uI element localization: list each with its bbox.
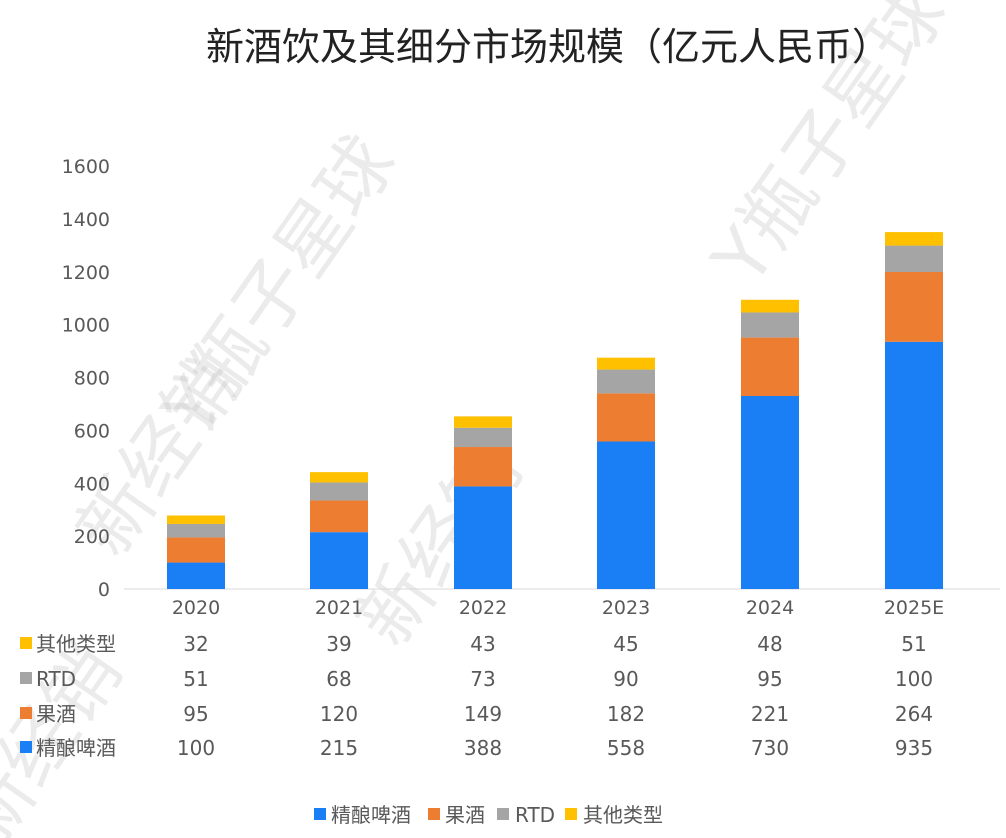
bar-segment bbox=[597, 393, 655, 442]
chart-title: 新酒饮及其细分市场规模（亿元人民币） bbox=[206, 25, 890, 69]
bar-segment bbox=[741, 299, 799, 313]
y-tick-label: 1400 bbox=[62, 209, 110, 231]
bar-segment bbox=[597, 441, 655, 589]
y-tick-label: 200 bbox=[74, 526, 110, 548]
bar-segment bbox=[454, 427, 512, 448]
y-tick-label: 1200 bbox=[62, 262, 110, 284]
table-row-color-key bbox=[20, 672, 32, 684]
table-cell: 51 bbox=[183, 667, 208, 691]
y-tick-label: 800 bbox=[74, 368, 110, 390]
table-cell: 558 bbox=[607, 736, 645, 760]
table-cell: 73 bbox=[470, 667, 495, 691]
legend-label: RTD bbox=[515, 803, 555, 827]
legend-label: 果酒 bbox=[445, 803, 485, 827]
table-row-label: 精酿啤酒 bbox=[36, 736, 116, 760]
legend-swatch bbox=[565, 808, 577, 820]
bar-segment bbox=[885, 272, 943, 342]
table-cell: 32 bbox=[183, 632, 208, 656]
y-tick-label: 1000 bbox=[62, 315, 110, 337]
table-row-color-key bbox=[20, 637, 32, 649]
y-tick-label: 1600 bbox=[62, 156, 110, 178]
table-cell: 68 bbox=[326, 667, 351, 691]
table-cell: 90 bbox=[613, 667, 638, 691]
x-tick-label: 2021 bbox=[315, 597, 363, 619]
x-tick-label: 2024 bbox=[746, 597, 794, 619]
table-cell: 39 bbox=[326, 632, 351, 656]
table-cell: 100 bbox=[895, 667, 933, 691]
table-cell: 215 bbox=[320, 736, 358, 760]
bar-segment bbox=[597, 369, 655, 394]
table-cell: 182 bbox=[607, 702, 645, 726]
bar-segment bbox=[597, 357, 655, 370]
table-row-label: RTD bbox=[36, 667, 76, 691]
bar-segment bbox=[310, 472, 368, 483]
data-table: 其他类型 32 39 43 45 48 51 RTD 51 68 73 90 95 100 果酒 95 120 1… bbox=[20, 632, 933, 760]
x-tick-label: 2023 bbox=[602, 597, 650, 619]
legend-label: 其他类型 bbox=[583, 803, 663, 827]
table-cell: 51 bbox=[901, 632, 926, 656]
table-cell: 149 bbox=[464, 702, 502, 726]
y-tick-label: 600 bbox=[74, 420, 110, 442]
bar-segment bbox=[167, 537, 225, 563]
bar-segment bbox=[741, 396, 799, 589]
table-cell: 264 bbox=[895, 702, 933, 726]
legend-swatch bbox=[497, 808, 509, 820]
bar-segment bbox=[454, 416, 512, 428]
table-cell: 95 bbox=[183, 702, 208, 726]
table-cell: 221 bbox=[751, 702, 789, 726]
bars bbox=[167, 232, 943, 589]
bar-segment bbox=[454, 486, 512, 589]
table-cell: 48 bbox=[757, 632, 782, 656]
y-tick-label: 0 bbox=[98, 579, 110, 601]
bar-segment bbox=[741, 337, 799, 397]
bar-segment bbox=[167, 562, 225, 589]
table-cell: 120 bbox=[320, 702, 358, 726]
y-axis: 0 200 400 600 800 1000 1200 1400 1600 bbox=[62, 156, 110, 601]
table-cell: 100 bbox=[177, 736, 215, 760]
bar-segment bbox=[885, 232, 943, 246]
x-tick-label: 2025E bbox=[884, 597, 944, 619]
x-axis-labels: 2020 2021 2022 2023 2024 2025E bbox=[172, 597, 944, 619]
bar-segment bbox=[741, 312, 799, 338]
legend-swatch bbox=[314, 808, 326, 820]
bar-segment bbox=[310, 500, 368, 533]
table-cell: 45 bbox=[613, 632, 638, 656]
legend-swatch bbox=[428, 808, 440, 820]
table-row-color-key bbox=[20, 741, 32, 753]
y-tick-label: 400 bbox=[74, 473, 110, 495]
table-cell: 388 bbox=[464, 736, 502, 760]
bar-segment bbox=[310, 482, 368, 501]
table-cell: 730 bbox=[751, 736, 789, 760]
bar-segment bbox=[885, 245, 943, 273]
legend-label: 精酿啤酒 bbox=[331, 803, 411, 827]
legend: 精酿啤酒 果酒 RTD 其他类型 bbox=[314, 803, 663, 827]
watermark-text: 新经销 bbox=[0, 630, 138, 838]
table-row-label: 其他类型 bbox=[36, 632, 116, 656]
bar-segment bbox=[885, 341, 943, 589]
x-tick-label: 2020 bbox=[172, 597, 220, 619]
bar-segment bbox=[167, 515, 225, 524]
table-cell: 43 bbox=[470, 632, 495, 656]
table-cell: 95 bbox=[757, 667, 782, 691]
bar-segment bbox=[167, 523, 225, 538]
bar-segment bbox=[454, 447, 512, 487]
table-row-label: 果酒 bbox=[36, 702, 76, 726]
bar-segment bbox=[310, 532, 368, 589]
x-tick-label: 2022 bbox=[459, 597, 507, 619]
table-row-color-key bbox=[20, 707, 32, 719]
table-cell: 935 bbox=[895, 736, 933, 760]
